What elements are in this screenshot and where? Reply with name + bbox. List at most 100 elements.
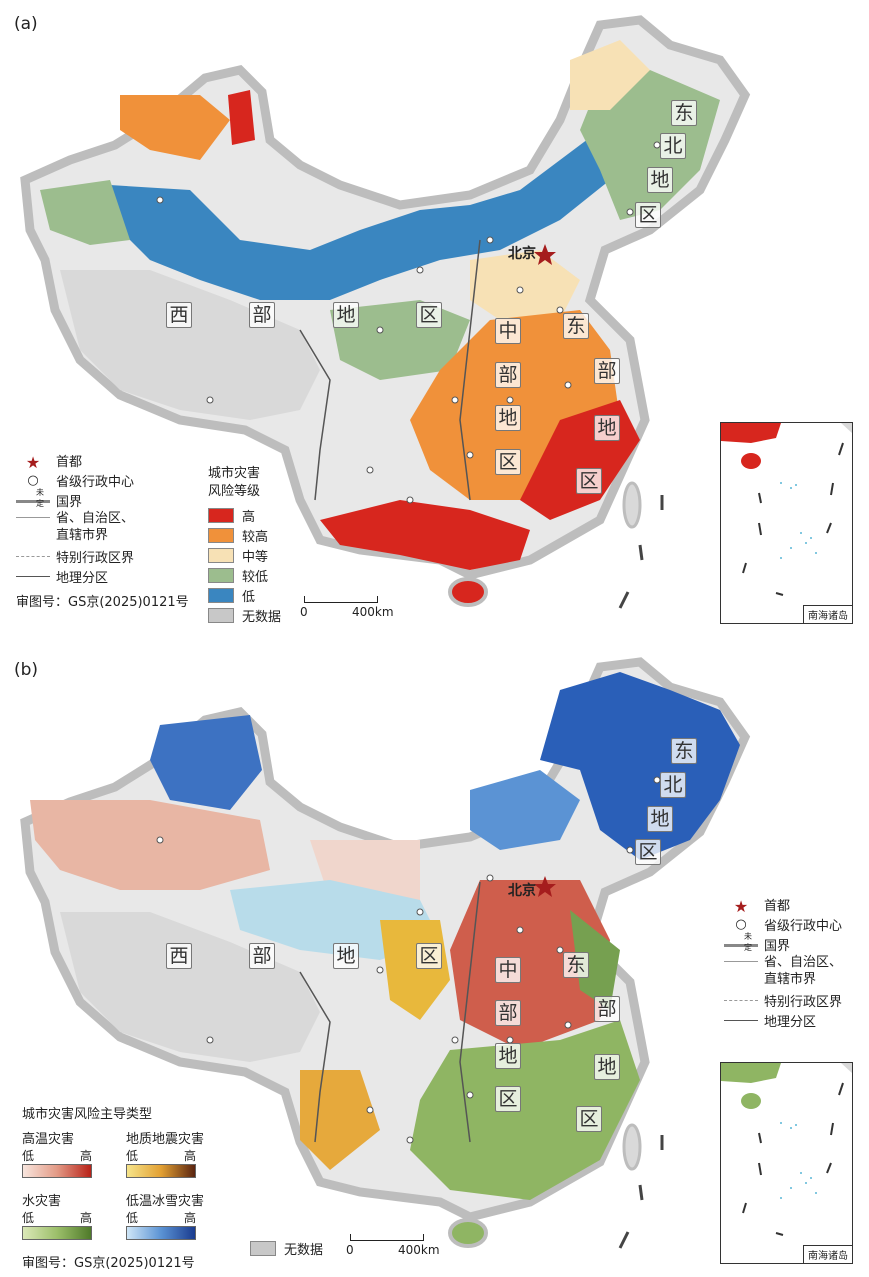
central-east-division-line-b — [459, 881, 481, 1143]
beijing-label-b: 北京 — [508, 883, 536, 899]
hazard-geo-label: 地质地震灾害 — [126, 1132, 205, 1147]
region-char-west-2: 部 — [249, 302, 275, 328]
risk-label-higher: 较高 — [242, 529, 269, 545]
hazard-heat-high: 高 — [79, 1149, 92, 1163]
hazard-geo-legend: 地质地震灾害 低 高 — [126, 1128, 204, 1182]
geo-division-icon-b — [724, 1013, 758, 1027]
legend-geo-division-label: 地理分区 — [56, 570, 109, 586]
inset-label-b: 南海诸岛 — [803, 1245, 852, 1263]
sar-border-icon — [16, 549, 50, 563]
risk-label-lower: 较低 — [242, 569, 269, 585]
risk-legend-title-1: 城市灾害 — [208, 466, 261, 481]
geo-division-icon — [16, 569, 50, 583]
sar-border-icon-b — [724, 993, 758, 1007]
region-char-northeast-1-b: 东 — [671, 738, 697, 764]
panel-b: (b) 北京 西 — [0, 650, 869, 1277]
region-char-west-4: 区 — [416, 302, 442, 328]
risk-label-medium: 中等 — [242, 549, 269, 565]
beijing-capital-star — [534, 244, 556, 265]
hazard-cold-label: 低温冰雪灾害 — [126, 1194, 205, 1209]
map-approval-number-b: 审图号：GS京(2025)0121号 — [22, 1256, 195, 1271]
water-hazard-south — [410, 1020, 640, 1200]
provincial-centers-b — [156, 776, 661, 1144]
hazard-water-ramp — [22, 1226, 92, 1240]
region-char-central-3: 地 — [495, 405, 521, 431]
legend-capital-label-b: 首都 — [764, 898, 791, 914]
region-char-central-2-b: 部 — [495, 1000, 521, 1026]
region-char-northeast-4-b: 区 — [635, 839, 661, 865]
scale-bar-line-a — [304, 596, 378, 603]
region-char-east-2: 部 — [594, 358, 620, 384]
scale-bar-a: 0 400km — [300, 596, 400, 620]
hazard-legend-title: 城市灾害风险主导类型 — [22, 1107, 153, 1122]
region-char-northeast-1: 东 — [671, 100, 697, 126]
scale-end-a: 400km — [352, 605, 394, 619]
west-central-division-line — [299, 329, 331, 501]
risk-level-legend: 城市灾害 风险等级 高 较高 中等 较低 低 无数据 — [208, 465, 281, 625]
nine-dash-line — [618, 495, 664, 609]
hazard-heat-ramp — [22, 1164, 92, 1178]
region-char-central-1: 中 — [495, 318, 521, 344]
dominant-hazard-map — [20, 657, 751, 1249]
circle-icon-b: ○ — [735, 917, 747, 932]
scale-bar-b: 0 400km — [346, 1234, 446, 1258]
medium-risk-area-central — [470, 250, 580, 320]
hazard-water-legend: 水灾害 低 高 — [22, 1190, 92, 1244]
risk-swatch-no-data — [208, 607, 234, 623]
cold-snow-hazard-xinjiang — [150, 715, 262, 810]
risk-swatch-medium — [208, 547, 234, 563]
high-risk-area-xinjiang — [228, 90, 255, 145]
risk-swatch-lower — [208, 567, 234, 583]
risk-swatch-higher — [208, 527, 234, 543]
hazard-geo-high: 高 — [183, 1149, 196, 1163]
low-risk-area — [110, 130, 610, 300]
hazard-cold-high: 高 — [183, 1211, 196, 1225]
panel-a-label: (a) — [14, 14, 38, 34]
region-char-northeast-2: 北 — [660, 133, 686, 159]
western-no-data-area-b — [60, 912, 320, 1062]
hazard-heat-label: 高温灾害 — [22, 1132, 75, 1147]
no-data-label-b: 无数据 — [284, 1242, 324, 1258]
south-china-sea-inset-b: 南海诸岛 — [720, 1062, 853, 1264]
high-risk-area-south — [320, 500, 530, 570]
symbol-legend-b: ★ 首都 ○ 省级行政中心 未定 国界 省、自治区、直辖市界 特别行政区界 地理分区 — [724, 894, 854, 1030]
circle-icon: ○ — [27, 473, 39, 488]
scale-bar-line-b — [350, 1234, 424, 1241]
region-char-west-3-b: 地 — [333, 943, 359, 969]
region-char-central-4: 区 — [495, 449, 521, 475]
nine-dash-line-b — [618, 1135, 664, 1249]
region-char-east-2-b: 部 — [594, 996, 620, 1022]
region-char-east-4-b: 区 — [576, 1106, 602, 1132]
legend-capital-label: 首都 — [56, 454, 83, 470]
symbol-legend-a: ★ 首都 ○ 省级行政中心 未定 国界 省、自治区、直辖市界 特别行政区界 地理分区… — [16, 450, 189, 610]
region-char-central-1-b: 中 — [495, 957, 521, 983]
region-char-central-4-b: 区 — [495, 1086, 521, 1112]
region-char-east-4: 区 — [576, 468, 602, 494]
taiwan-island-b — [622, 1123, 642, 1171]
hazard-type-legend: 城市灾害风险主导类型 高温灾害 低 高 地质地震灾害 低高 水灾害 低高 低温冰雪… — [22, 1103, 252, 1271]
panel-a: (a) — [14, 14, 853, 625]
cold-snow-hazard-north — [470, 770, 580, 850]
water-hazard-east — [570, 910, 620, 1010]
risk-label-high: 高 — [242, 509, 256, 525]
national-border-icon: 未定 — [16, 488, 50, 508]
hainan-island-b — [448, 1218, 488, 1248]
medium-risk-area-north — [570, 40, 650, 110]
region-char-east-1-b: 东 — [563, 952, 589, 978]
national-border-icon-b: 未定 — [724, 932, 758, 952]
hazard-cold-low: 低 — [126, 1211, 139, 1225]
legend-provincial-border-label-b: 省、自治区、直辖市界 — [764, 955, 843, 987]
region-char-west-1-b: 西 — [166, 943, 192, 969]
region-char-east-1: 东 — [563, 313, 589, 339]
lower-risk-area-west — [40, 180, 130, 245]
hazard-geo-ramp — [126, 1164, 196, 1178]
hazard-water-label: 水灾害 — [22, 1194, 62, 1209]
heat-hazard-west — [30, 800, 270, 890]
no-data-swatch-b — [250, 1240, 276, 1256]
hazard-cold-legend: 低温冰雪灾害 低 高 — [126, 1190, 204, 1244]
hazard-water-high: 高 — [79, 1211, 92, 1225]
risk-label-no-data: 无数据 — [242, 609, 282, 625]
beijing-label: 北京 — [508, 246, 536, 262]
risk-legend-title-2: 风险等级 — [208, 484, 261, 499]
panel-b-label: (b) — [14, 660, 39, 680]
